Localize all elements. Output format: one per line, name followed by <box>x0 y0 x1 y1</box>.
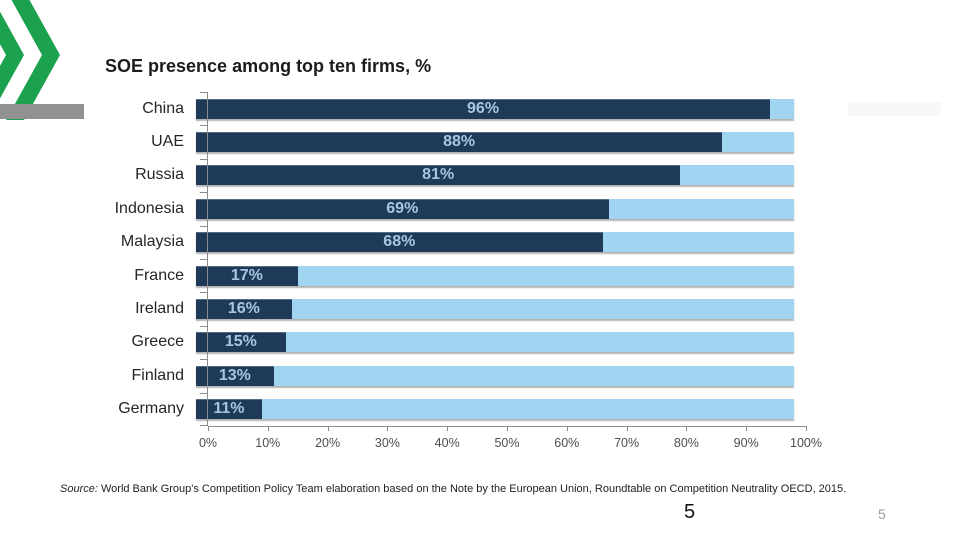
bar-track: 11% <box>196 399 794 420</box>
x-axis-tick <box>566 427 568 431</box>
bar-row: Greece 15% <box>95 326 855 359</box>
source-text: World Bank Group's Competition Policy Te… <box>97 483 847 495</box>
bar-track: 81% <box>196 165 794 186</box>
bar-value-label: 17% <box>230 266 263 284</box>
y-axis-tick <box>200 425 208 426</box>
bar-track: 16% <box>196 299 794 320</box>
bar-value-label: 16% <box>227 300 260 318</box>
y-axis-tick <box>200 359 208 361</box>
bar-value-label: 96% <box>467 99 500 117</box>
x-axis-tick-label: 80% <box>673 436 699 450</box>
bar-track: 17% <box>196 265 794 286</box>
x-axis-tick <box>806 427 807 431</box>
x-axis-line <box>208 426 807 427</box>
x-axis-tick-label: 50% <box>494 436 520 450</box>
x-axis-tick-label: 20% <box>315 436 341 450</box>
bar-chart: China 96% UAE 88% Russia 81% Indonesia 69% Malay… <box>95 92 855 492</box>
bar-fill <box>196 299 292 320</box>
bar-value-label: 11% <box>213 400 245 418</box>
bar-rows: China 96% UAE 88% Russia 81% Indonesia 69% Malay… <box>95 92 855 426</box>
y-axis-tick <box>200 225 208 227</box>
bar-track: 15% <box>196 332 794 353</box>
x-axis-tick-label: 70% <box>614 436 640 450</box>
bar-row: Germany 11% <box>95 393 855 426</box>
x-axis-tick <box>746 427 748 431</box>
x-axis-tick-label: 10% <box>255 436 281 450</box>
bar-track: 96% <box>196 98 794 119</box>
bar-value-label: 88% <box>443 133 476 151</box>
source-label: Source: <box>60 483 98 495</box>
bar-track: 68% <box>196 232 794 253</box>
double-chevron-logo-icon <box>0 0 60 120</box>
category-label: Finland <box>131 366 184 384</box>
bar-fill <box>196 98 771 119</box>
bar-row: Malaysia 68% <box>95 226 855 259</box>
x-axis-tick <box>208 427 209 431</box>
x-axis-tick-label: 100% <box>790 436 822 450</box>
y-axis-tick <box>200 92 208 93</box>
x-axis-tick <box>626 427 628 431</box>
x-axis-tick <box>686 427 688 431</box>
x-axis-tick <box>267 427 269 431</box>
category-label: Greece <box>131 333 184 351</box>
y-axis-tick <box>200 125 208 127</box>
bar-value-label: 15% <box>224 333 257 351</box>
category-label: Indonesia <box>114 199 184 217</box>
bar-fill <box>196 399 262 420</box>
bar-row: Finland 13% <box>95 359 855 392</box>
y-axis-tick <box>200 192 208 194</box>
x-axis-tick <box>327 427 329 431</box>
category-label: Malaysia <box>120 233 184 251</box>
category-label: China <box>142 99 184 117</box>
bar-row: China 96% <box>95 92 855 125</box>
bar-track: 88% <box>196 132 794 153</box>
bar-fill <box>196 198 609 219</box>
x-axis-tick-label: 30% <box>374 436 400 450</box>
category-label: UAE <box>151 133 184 151</box>
category-label: Russia <box>135 166 184 184</box>
bar-value-label: 13% <box>218 366 251 384</box>
chart-title: SOE presence among top ten firms, % <box>105 56 432 76</box>
x-axis-tick-label: 40% <box>434 436 460 450</box>
page-number: 5 <box>684 501 696 523</box>
bar-fill <box>196 132 723 153</box>
category-label: Germany <box>118 400 184 418</box>
x-axis-tick-label: 0% <box>198 436 218 450</box>
faded-box <box>848 102 941 116</box>
page-number-secondary: 5 <box>878 506 886 522</box>
gray-accent-bar <box>0 104 84 119</box>
source-note: Source: World Bank Group's Competition P… <box>60 483 846 495</box>
category-label: Ireland <box>135 300 184 318</box>
category-label: France <box>134 266 184 284</box>
y-axis-tick <box>200 392 208 394</box>
x-axis-tick-label: 90% <box>733 436 759 450</box>
bar-fill <box>196 165 681 186</box>
y-axis-tick <box>200 158 208 160</box>
y-axis-tick <box>200 325 208 327</box>
bar-fill <box>196 365 274 386</box>
y-axis-tick <box>200 259 208 260</box>
bar-track: 13% <box>196 365 794 386</box>
x-axis-tick <box>507 427 508 431</box>
bar-row: France 17% <box>95 259 855 292</box>
bar-row: Indonesia 69% <box>95 192 855 225</box>
bar-row: Russia 81% <box>95 159 855 192</box>
x-axis-tick <box>387 427 389 431</box>
bar-fill <box>196 232 603 253</box>
bar-value-label: 81% <box>422 166 455 184</box>
y-axis-tick <box>200 292 208 294</box>
bar-fill <box>196 265 298 286</box>
bar-row: Ireland 16% <box>95 292 855 325</box>
x-axis-tick <box>447 427 449 431</box>
bar-value-label: 68% <box>383 233 416 251</box>
x-axis-tick-label: 60% <box>554 436 580 450</box>
bar-track: 69% <box>196 198 794 219</box>
bar-value-label: 69% <box>386 199 419 217</box>
bar-fill <box>196 332 286 353</box>
bar-row: UAE 88% <box>95 125 855 158</box>
